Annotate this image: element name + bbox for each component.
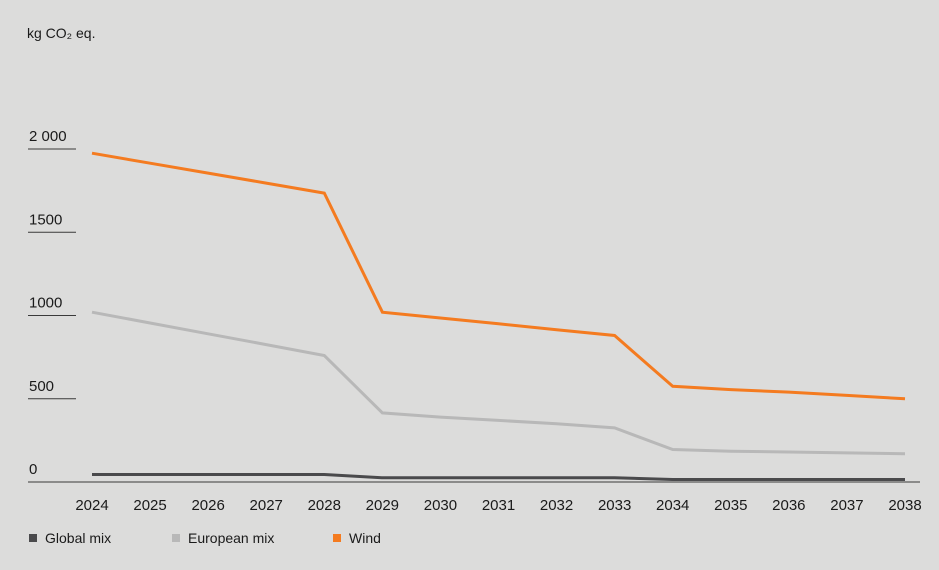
series-line-wind (91, 151, 906, 401)
legend-label-wind: Wind (349, 530, 381, 546)
x-tick-label: 2025 (133, 497, 166, 514)
x-tick-label: 2033 (598, 497, 631, 514)
x-tick-label: 2038 (888, 497, 921, 514)
x-tick-label: 2034 (656, 497, 689, 514)
series-line-european-mix (91, 310, 906, 456)
y-tick-label: 1500 (29, 211, 62, 228)
x-tick-label: 2037 (830, 497, 863, 514)
legend-swatch-global-mix (29, 534, 37, 542)
x-tick-label: 2028 (308, 497, 341, 514)
x-tick-label: 2030 (424, 497, 457, 514)
legend-label-european-mix: European mix (188, 530, 275, 546)
x-tick-label: 2035 (714, 497, 747, 514)
legend-swatch-european-mix (172, 534, 180, 542)
x-tick-label: 2032 (540, 497, 573, 514)
legend-item-global-mix: Global mix (29, 530, 172, 546)
legend-item-european-mix: European mix (172, 530, 333, 546)
legend: Global mix European mix Wind (29, 530, 381, 546)
y-tick-label: 500 (29, 378, 54, 395)
legend-label-global-mix: Global mix (45, 530, 112, 546)
x-tick-label: 2029 (366, 497, 399, 514)
legend-item-wind: Wind (333, 530, 381, 546)
y-tick-label: 1000 (29, 295, 62, 312)
legend-swatch-wind (333, 534, 341, 542)
y-tick-label: 2 000 (29, 128, 67, 145)
x-tick-label: 2026 (191, 497, 224, 514)
x-tick-label: 2027 (250, 497, 283, 514)
series-line-global-mix (92, 473, 905, 481)
y-tick-label: 0 (29, 461, 37, 478)
x-tick-label: 2036 (772, 497, 805, 514)
x-tick-label: 2024 (75, 497, 108, 514)
x-tick-label: 2031 (482, 497, 515, 514)
y-axis-label: kg CO₂ eq. (27, 25, 96, 41)
